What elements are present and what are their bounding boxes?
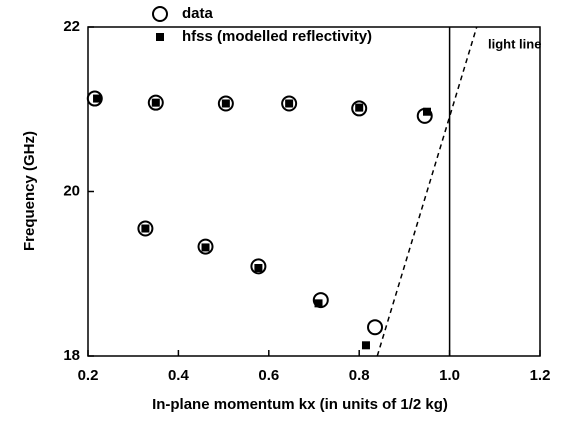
legend-label: hfss (modelled reflectivity) [182,28,372,45]
point-square [151,98,160,107]
y-tick-label: 18 [63,347,80,364]
x-tick-label: 0.8 [349,367,370,384]
point-square [141,224,150,233]
point-circle [281,95,298,112]
y-tick-label: 20 [63,182,80,199]
light-line-label: light line [488,36,541,51]
light-line [376,26,478,357]
x-axis-label: In-plane momentum kx (in units of 1/2 kg… [152,396,448,413]
point-circle [152,6,168,22]
x-tick-label: 0.6 [258,367,279,384]
point-square [254,263,263,272]
point-square [201,243,210,252]
point-circle [197,238,214,255]
point-square [423,107,431,116]
x-tick-label: 1.2 [530,367,551,384]
point-square [93,94,102,103]
y-axis-label: Frequency (GHz) [21,131,38,251]
point-circle [351,100,368,117]
point-square [314,299,323,308]
point-circle [217,95,234,112]
point-square [221,99,230,108]
x-tick-label: 0.2 [78,367,99,384]
plot-frame [87,26,541,357]
point-circle [250,258,267,275]
y-tick-label: 22 [63,18,80,35]
x-tick-label: 0.4 [168,367,190,384]
point-circle [147,94,164,111]
point-circle [137,220,154,237]
x-tick-label: 1.0 [439,367,460,384]
legend-label: data [182,5,214,22]
point-circle [367,319,384,336]
point-circle [86,90,103,107]
point-square [285,99,294,108]
point-square [361,341,370,350]
point-square [355,103,364,112]
point-square [156,33,164,41]
